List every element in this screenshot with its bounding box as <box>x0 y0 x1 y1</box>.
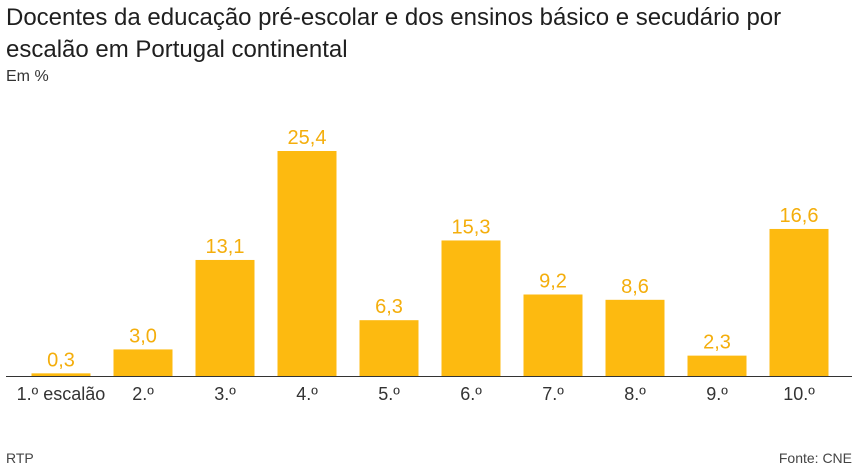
bar-value-label: 13,1 <box>206 236 245 258</box>
x-tick-label: 9.º <box>706 384 728 404</box>
source-credit-left: RTP <box>6 450 34 466</box>
x-tick-labels-group: 1.º escalão 2.º 3.º 4.º 5.º 6.º 7.º 8.º 9.º 10.º <box>17 384 816 404</box>
x-tick-label: 7.º <box>542 384 564 404</box>
bar <box>687 355 747 376</box>
bar <box>113 349 173 376</box>
bar-value-label: 6,3 <box>375 296 403 318</box>
x-tick-label: 3.º <box>214 384 236 404</box>
bar <box>769 228 829 376</box>
bar <box>195 259 255 376</box>
x-tick-label: 10.º <box>783 384 815 404</box>
value-labels-group: 0,3 3,0 13,1 25,4 6,3 15,3 9,2 8,6 2,3 16,6 <box>47 127 818 371</box>
x-tick-label: 2.º <box>132 384 154 404</box>
bar-value-label: 0,3 <box>47 349 75 371</box>
bar <box>523 294 583 376</box>
bar <box>277 151 337 376</box>
chart-title: Docentes da educação pré-escolar e dos e… <box>6 4 782 63</box>
x-tick-label: 6.º <box>460 384 482 404</box>
x-tick-label: 1.º escalão <box>17 384 106 404</box>
bar <box>31 373 91 376</box>
bar-value-label: 8,6 <box>621 276 649 298</box>
x-tick-label: 5.º <box>378 384 400 404</box>
x-tick-label: 8.º <box>624 384 646 404</box>
bars-group <box>31 151 829 376</box>
bar-value-label: 16,6 <box>780 205 819 227</box>
bar <box>605 299 665 376</box>
chart-subtitle: Em % <box>6 68 49 85</box>
bar-value-label: 2,3 <box>703 332 731 354</box>
bar-value-label: 25,4 <box>288 127 327 149</box>
bar <box>359 320 419 376</box>
x-tick-label: 4.º <box>296 384 318 404</box>
bar <box>441 240 501 376</box>
bar-value-label: 9,2 <box>539 271 567 293</box>
bar-value-label: 15,3 <box>452 216 491 238</box>
source-credit-right: Fonte: CNE <box>778 450 852 466</box>
bar-value-label: 3,0 <box>129 325 157 347</box>
